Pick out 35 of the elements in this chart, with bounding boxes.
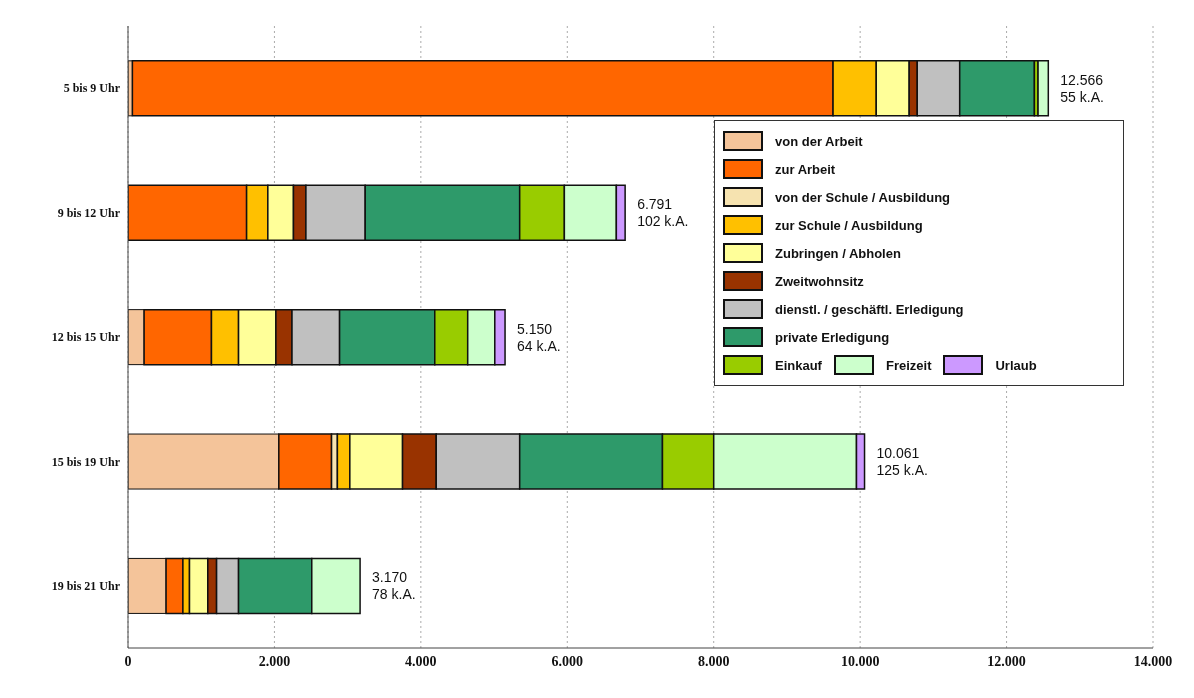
legend-label: Zubringen / Abholen — [775, 245, 901, 261]
legend-label: dienstl. / geschäftl. Erledigung — [775, 301, 964, 317]
x-tick-label: 8.000 — [697, 653, 730, 669]
annotation: 55 k.A. — [1060, 88, 1104, 105]
x-tick-label: 10.000 — [840, 653, 880, 669]
legend-label: private Erledigung — [775, 329, 890, 345]
annotation: 64 k.A. — [517, 337, 561, 354]
y-tick-label: 12 bis 15 Uhr — [51, 330, 121, 345]
x-tick-label: 2.000 — [258, 653, 291, 669]
total-label: 5.150 — [517, 320, 553, 337]
bar — [1037, 60, 1050, 117]
x-tick-label: 4.000 — [405, 653, 437, 669]
x-tick-label: 14.000 — [1133, 653, 1173, 669]
annotation: 125 k.A. — [876, 461, 928, 478]
legend-label: von der Arbeit — [775, 133, 863, 149]
legend-label: zur Schule / Ausbildung — [775, 217, 923, 233]
total-label: 6.791 — [637, 196, 673, 213]
annotation: 78 k.A. — [372, 586, 416, 603]
y-tick-label: 19 bis 21 Uhr — [51, 579, 121, 594]
legend-label: Urlaub — [995, 357, 1037, 373]
total-label: 12.566 — [1060, 71, 1104, 88]
y-tick-label: 15 bis 19 Uhr — [51, 454, 121, 469]
legend-label: Freizeit — [885, 357, 932, 373]
x-tick-label: 6.000 — [551, 653, 584, 669]
x-tick-label: 0 — [124, 653, 132, 669]
legend-label: von der Schule / Ausbildung — [775, 189, 951, 205]
y-tick-label: 9 bis 12 Uhr — [57, 205, 121, 220]
x-tick-label: 12.000 — [987, 653, 1026, 669]
legend-label: Einkauf — [775, 357, 822, 373]
legend-label: zur Arbeit — [775, 161, 836, 177]
total-label: 3.170 — [372, 569, 408, 586]
y-tick-label: 5 bis 9 Uhr — [63, 81, 121, 96]
legend-label: Zweitwohnsitz — [775, 273, 864, 289]
annotation: 102 k.A. — [637, 213, 689, 230]
total-label: 10.061 — [876, 444, 920, 461]
